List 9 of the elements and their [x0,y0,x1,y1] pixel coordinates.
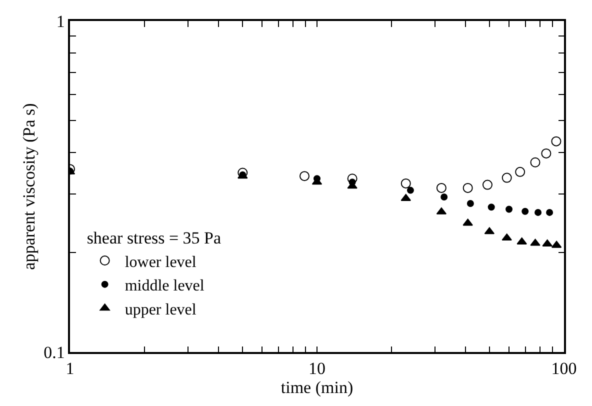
x-axis-title: time (min) [280,378,354,398]
legend-label: middle level [124,278,205,295]
y-tick-label: 0.1 [44,342,65,362]
x-tick-label: 10 [308,359,326,378]
y-axis-title: apparent viscosity (Pa s) [20,103,39,270]
legend-label: upper level [124,301,197,318]
legend-label: lower level [124,254,197,271]
legend-title: shear stress = 35 Pa [86,228,222,248]
x-tick-label: 100 [551,359,577,378]
